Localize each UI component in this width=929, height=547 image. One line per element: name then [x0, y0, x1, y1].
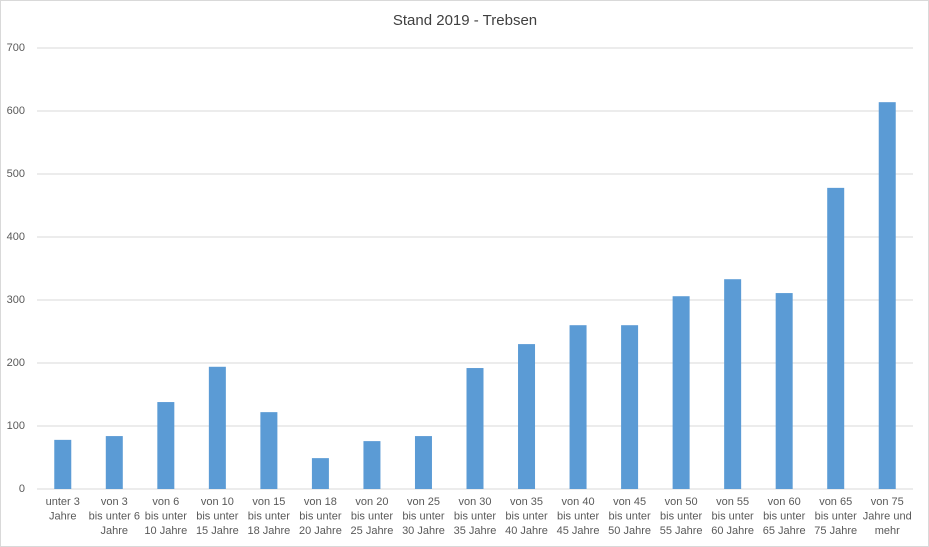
y-tick-label: 400 [7, 231, 25, 243]
bar [260, 412, 278, 489]
x-tick-label: 35 Jahre [454, 525, 497, 537]
y-tick-label: 700 [7, 42, 25, 54]
y-tick-label: 100 [7, 420, 25, 432]
bar [518, 344, 536, 489]
bar [672, 296, 690, 489]
x-tick-label: bis unter [402, 510, 445, 522]
x-tick-label: von 10 [201, 496, 234, 508]
x-tick-label: bis unter [196, 510, 239, 522]
x-tick-label: Jahre [101, 525, 129, 537]
x-tick-label: bis unter [712, 510, 755, 522]
x-tick-label: von 50 [665, 496, 698, 508]
x-tick-label: von 30 [458, 496, 491, 508]
x-tick-label: bis unter [145, 510, 188, 522]
x-tick-label: 25 Jahre [351, 525, 394, 537]
x-tick-label: von 40 [562, 496, 595, 508]
bar [311, 458, 329, 489]
x-tick-label: bis unter [557, 510, 600, 522]
x-tick-label: bis unter [248, 510, 291, 522]
x-tick-label: 65 Jahre [763, 525, 806, 537]
x-tick-label: bis unter [299, 510, 342, 522]
chart-title: Stand 2019 - Trebsen [393, 12, 537, 29]
x-tick-label: von 25 [407, 496, 440, 508]
x-tick-label: 18 Jahre [247, 525, 290, 537]
bar [54, 439, 72, 489]
x-tick-label: bis unter [815, 510, 858, 522]
bar [157, 402, 175, 489]
x-tick-label: von 18 [304, 496, 337, 508]
x-tick-label: bis unter [505, 510, 548, 522]
x-tick-label: 20 Jahre [299, 525, 342, 537]
y-tick-label: 200 [7, 357, 25, 369]
bar [466, 368, 484, 489]
bar [414, 436, 432, 489]
x-tick-label: von 45 [613, 496, 646, 508]
bar [105, 436, 123, 489]
x-tick-label: 50 Jahre [608, 525, 651, 537]
x-tick-label: von 55 [716, 496, 749, 508]
bar [363, 441, 381, 489]
bar [878, 102, 896, 490]
x-tick-label: mehr [875, 525, 900, 537]
x-tick-label: unter 3 [46, 496, 80, 508]
y-tick-label: 0 [19, 483, 25, 495]
x-tick-label: Jahre [49, 510, 77, 522]
x-tick-label: bis unter [608, 510, 651, 522]
x-tick-label: von 60 [768, 496, 801, 508]
x-tick-label: 55 Jahre [660, 525, 703, 537]
x-tick-label: Jahre und [863, 510, 912, 522]
x-tick-label: von 35 [510, 496, 543, 508]
x-tick-label: von 3 [101, 496, 128, 508]
x-tick-label: von 20 [355, 496, 388, 508]
x-tick-label: 45 Jahre [557, 525, 600, 537]
bar [827, 187, 845, 490]
x-tick-label: bis unter [660, 510, 703, 522]
y-tick-label: 500 [7, 168, 25, 180]
x-tick-label: bis unter 6 [89, 510, 140, 522]
bar [208, 366, 226, 489]
x-tick-label: von 65 [819, 496, 852, 508]
x-tick-label: 40 Jahre [505, 525, 548, 537]
x-tick-label: bis unter [763, 510, 806, 522]
x-tick-label: von 15 [252, 496, 285, 508]
x-tick-label: 30 Jahre [402, 525, 445, 537]
x-tick-label: bis unter [351, 510, 394, 522]
bar [724, 279, 742, 489]
x-tick-label: 10 Jahre [144, 525, 187, 537]
x-tick-label: 75 Jahre [814, 525, 857, 537]
x-tick-label: von 6 [152, 496, 179, 508]
x-tick-label: 15 Jahre [196, 525, 239, 537]
x-tick-label: von 75 [871, 496, 904, 508]
x-tick-label: 60 Jahre [711, 525, 754, 537]
bar [775, 293, 793, 489]
bar [621, 325, 639, 489]
y-tick-label: 600 [7, 105, 25, 117]
bar [569, 325, 587, 489]
x-tick-label: bis unter [454, 510, 497, 522]
y-tick-label: 300 [7, 294, 25, 306]
